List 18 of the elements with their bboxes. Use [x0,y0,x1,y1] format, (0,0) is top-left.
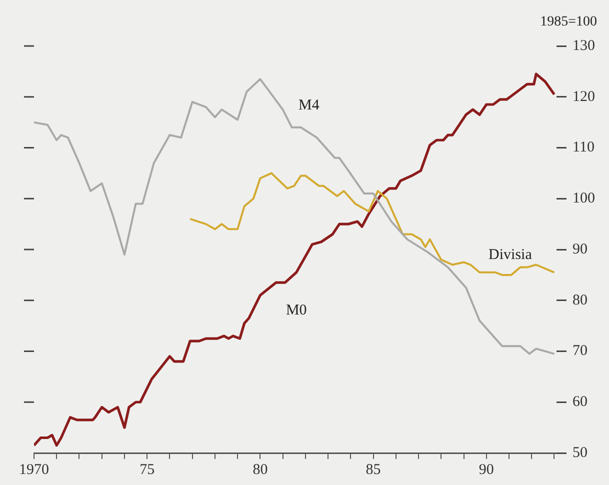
x-tick-label: 1970 [19,462,49,478]
series-label: Divisia [488,246,532,263]
y-tick-label: 50 [572,444,588,461]
series-label: M4 [298,97,320,114]
x-tick-label: 90 [478,462,494,478]
y-tick-label: 80 [572,292,588,308]
y-tick-label: 90 [572,241,588,258]
x-tick-label: 75 [140,462,155,478]
y-tick-label: 70 [572,343,588,360]
y-tick-label: 100 [572,190,595,207]
x-tick-label: 80 [252,462,268,478]
y-tick-label: 130 [572,38,595,54]
y-tick-label: 110 [572,140,594,156]
text: 1985=100 [540,14,597,30]
y-tick-label: 60 [572,394,588,410]
series-label: M0 [286,302,307,318]
y-tick-label: 120 [572,88,595,105]
x-tick-label: 85 [366,462,381,478]
